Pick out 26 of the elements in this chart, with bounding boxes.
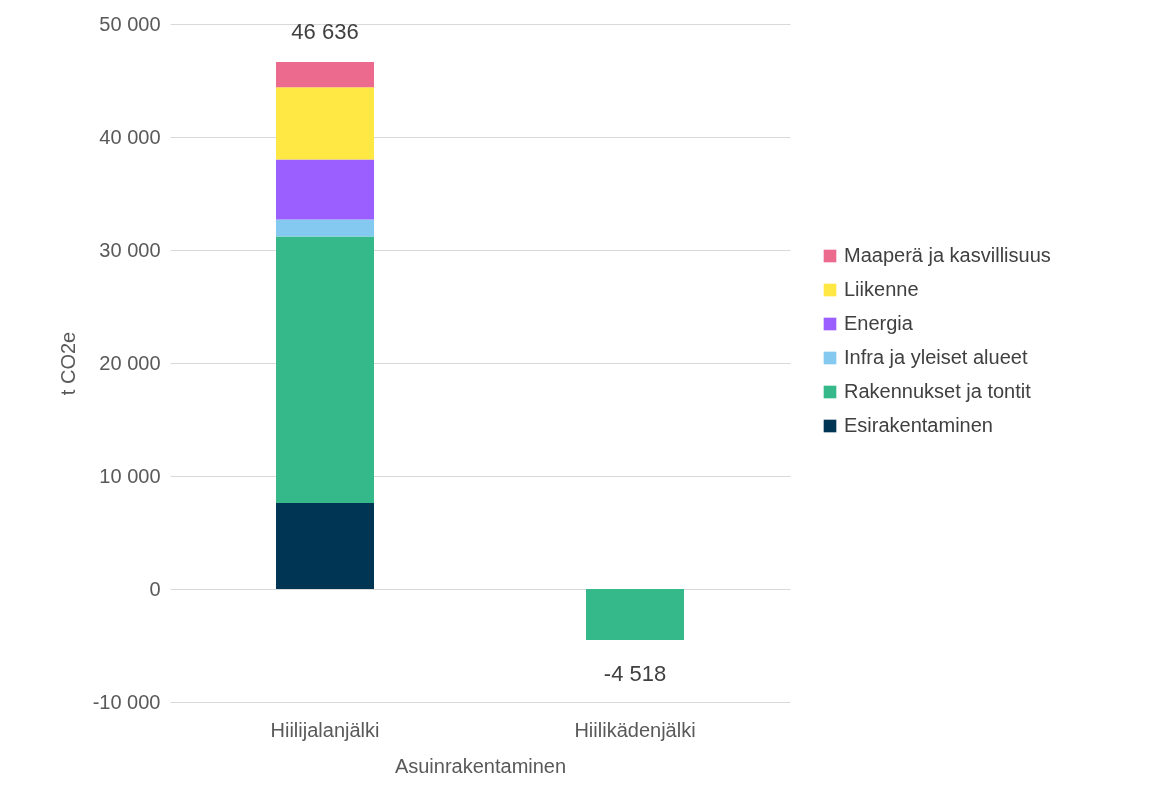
y-tick-label: 40 000 — [99, 125, 161, 148]
y-tick-label: 10 000 — [99, 464, 161, 487]
bar — [276, 236, 374, 504]
y-tick-label: -10 000 — [92, 690, 161, 713]
total-label: 46 636 — [291, 19, 359, 45]
bar — [276, 159, 374, 220]
bar — [276, 219, 374, 237]
x-tick-label: Hiilijalanjälki — [270, 718, 380, 741]
x-tick-label: Hiilikädenjälki — [574, 718, 696, 741]
legend-label: Esirakentaminen — [844, 414, 993, 436]
legend-label: Liikenne — [844, 278, 919, 300]
bar — [276, 87, 374, 160]
legend-label: Rakennukset ja tontit — [844, 380, 1032, 402]
x-axis-title: Asuinrakentaminen — [394, 754, 567, 777]
y-tick-label: 20 000 — [99, 351, 161, 374]
y-tick-label: 50 000 — [99, 12, 161, 35]
bar — [276, 503, 374, 589]
legend-label: Infra ja yleiset alueet — [844, 346, 1028, 368]
y-tick-label: 30 000 — [99, 238, 161, 261]
total-label: -4 518 — [603, 661, 667, 687]
bar — [586, 589, 684, 641]
bar — [276, 62, 374, 88]
y-tick-label: 0 — [149, 577, 161, 600]
legend-label: Energia — [844, 312, 914, 334]
y-axis-title: t CO2e — [56, 331, 79, 396]
legend-label: Maaperä ja kasvillisuus — [844, 244, 1051, 266]
